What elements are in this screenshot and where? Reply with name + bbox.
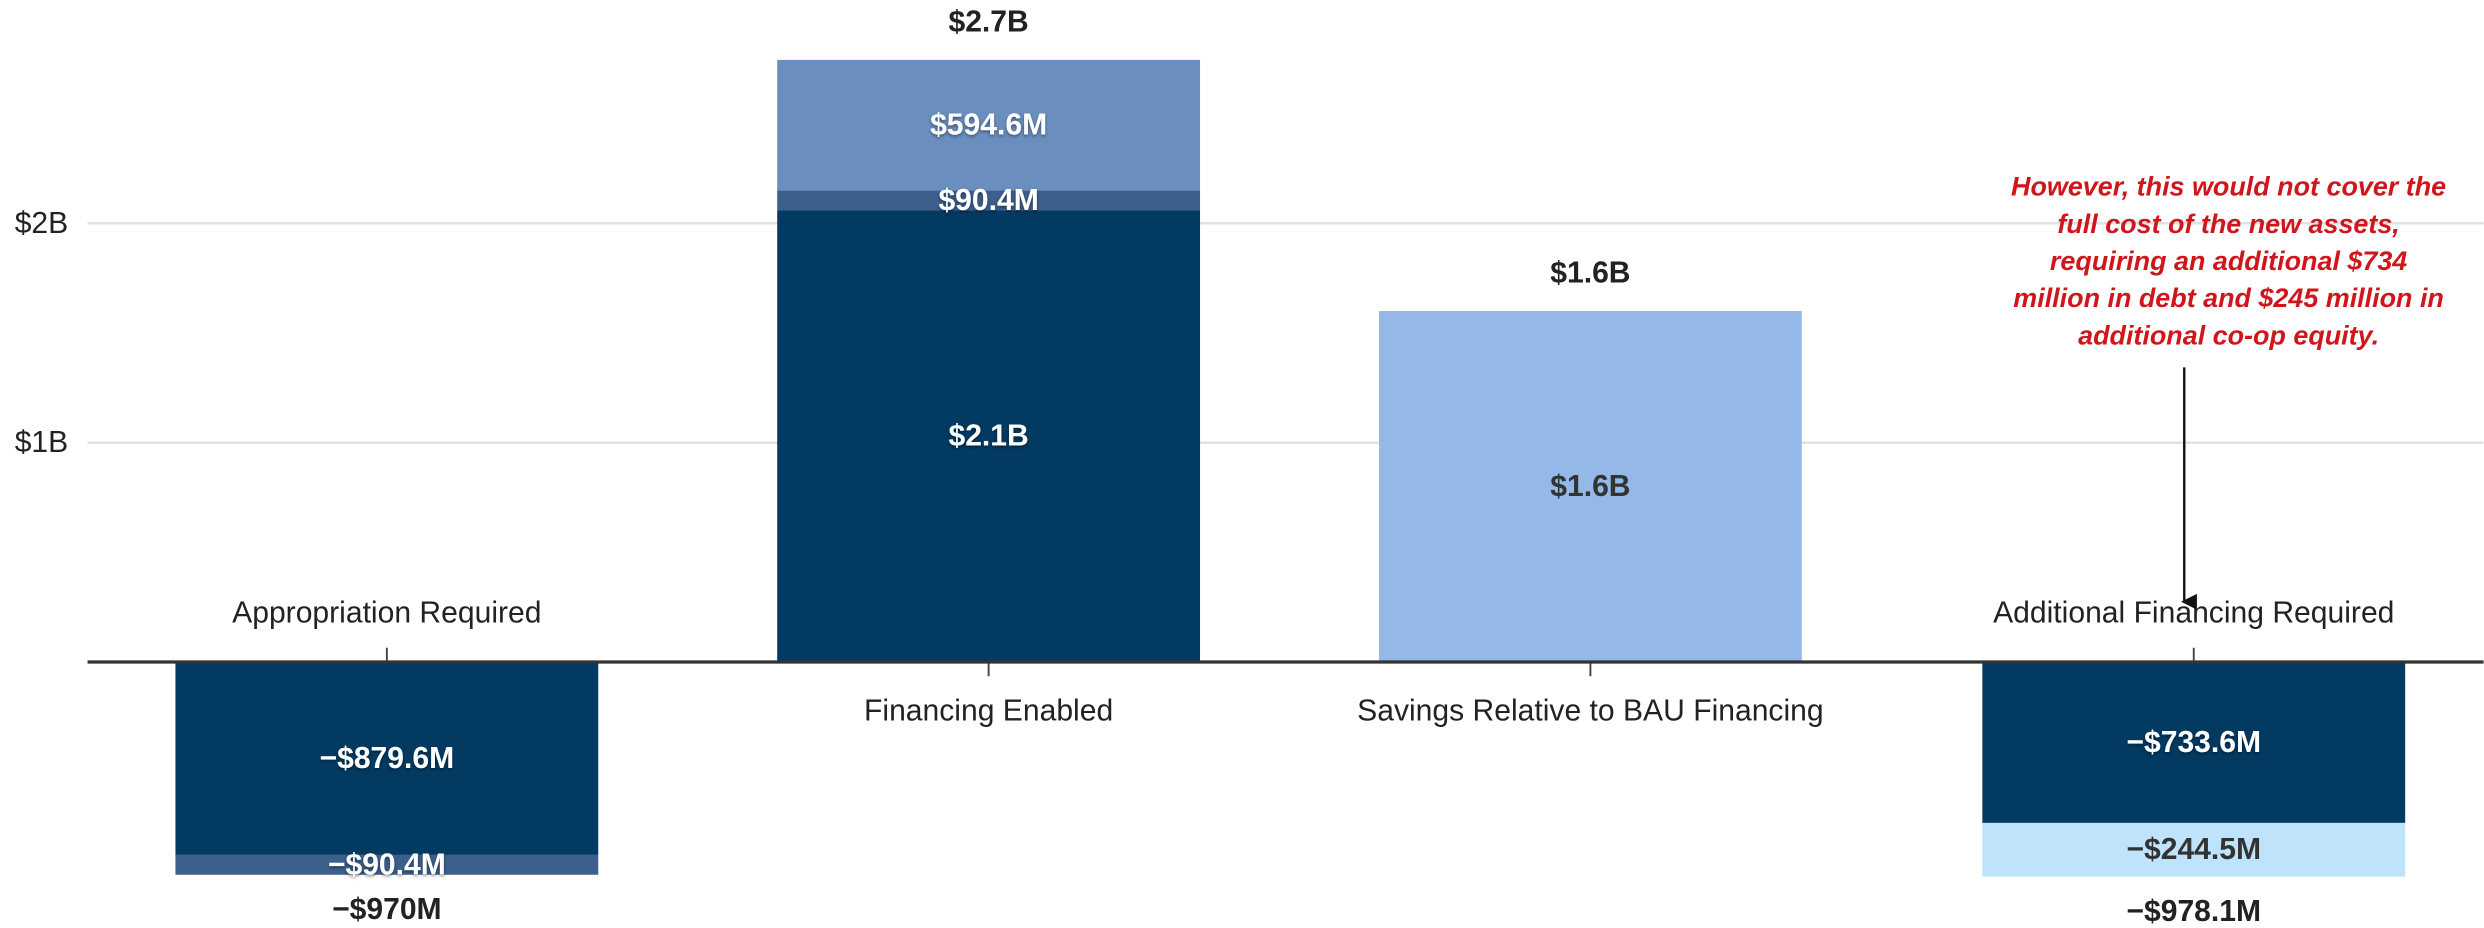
annotation-line: full cost of the new assets, <box>2057 209 2399 239</box>
annotation-line: requiring an additional $734 <box>2050 246 2407 276</box>
segment-label: −$733.6M <box>2126 726 2261 759</box>
annotation-line: million in debt and $245 million in <box>2013 283 2444 313</box>
category-label: Additional Financing Required <box>1993 596 2394 629</box>
segment-label: $90.4M <box>938 184 1038 217</box>
annotation-line: additional co-op equity. <box>2078 320 2379 350</box>
segment-label: −$244.5M <box>2126 833 2261 866</box>
total-label: −$970M <box>332 893 442 926</box>
bar-segment <box>777 190 1201 211</box>
segment-label: $2.1B <box>948 420 1028 453</box>
segment-label: −$90.4M <box>328 848 446 881</box>
segment-label: $1.6B <box>1550 470 1630 503</box>
category-label: Appropriation Required <box>232 596 541 629</box>
category-label: Savings Relative to BAU Financing <box>1357 695 1823 728</box>
bar-segment <box>1378 311 1802 662</box>
total-label: $1.6B <box>1550 257 1630 290</box>
bar-segment <box>175 854 599 875</box>
bar-segment <box>1982 661 2406 823</box>
category-label: Financing Enabled <box>864 695 1113 728</box>
segment-label: $594.6M <box>930 109 1047 142</box>
y-tick-label: $2B <box>15 207 69 240</box>
total-label: $2.7B <box>948 5 1028 38</box>
total-label: −$978.1M <box>2126 895 2261 928</box>
bar-segment <box>1982 822 2406 877</box>
bar-segment <box>175 661 599 855</box>
segment-label: −$879.6M <box>320 742 455 775</box>
bar-segment <box>777 210 1201 662</box>
y-tick-label: $1B <box>15 426 69 459</box>
annotation-line: However, this would not cover the <box>2011 172 2446 202</box>
bar-segment <box>777 59 1201 191</box>
